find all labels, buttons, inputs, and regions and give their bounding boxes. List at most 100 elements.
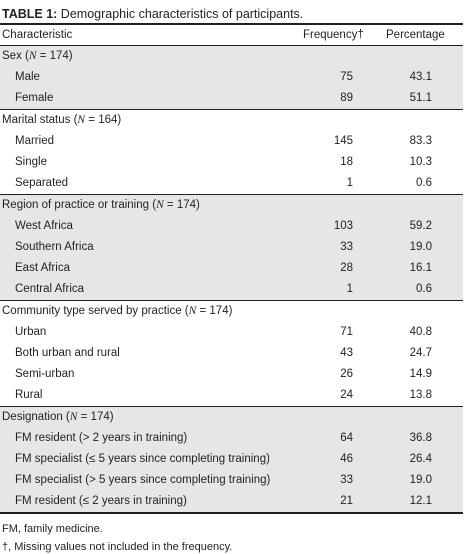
row-frequency: 43 — [340, 347, 353, 359]
table-row: Semi-urban 26 14.9 — [0, 364, 463, 385]
row-label: Rural — [15, 389, 43, 401]
row-frequency: 33 — [340, 474, 353, 486]
bottom-rule — [0, 512, 463, 514]
row-percentage: 83.3 — [409, 135, 432, 147]
section-title-count: = 174) — [36, 50, 73, 62]
row-label: Single — [15, 156, 47, 168]
section-title-n: N — [28, 50, 37, 62]
header-characteristic: Characteristic — [2, 29, 73, 41]
row-frequency: 28 — [340, 262, 353, 274]
section-title-n: N — [77, 114, 86, 126]
header-percentage: Percentage — [386, 29, 445, 41]
row-frequency: 24 — [340, 389, 353, 401]
section-row: Region of practice or training (N = 174) — [0, 194, 463, 216]
row-label: Semi-urban — [15, 368, 75, 380]
section-title-n: N — [69, 411, 78, 423]
row-label: FM resident (≤ 2 years in training) — [15, 495, 187, 507]
section-row: Sex (N = 174) — [0, 46, 463, 67]
table-row: Both urban and rural 43 24.7 — [0, 343, 463, 364]
table-header: Characteristic Frequency† Percentage — [0, 25, 463, 45]
table-caption-text: Demographic characteristics of participa… — [57, 7, 304, 21]
row-percentage: 40.8 — [409, 326, 432, 338]
row-label: Urban — [15, 326, 47, 338]
table-caption: TABLE 1: Demographic characteristics of … — [2, 6, 303, 22]
row-label: FM resident (> 2 years in training) — [15, 432, 188, 444]
row-frequency: 89 — [340, 92, 353, 104]
row-percentage: 16.1 — [409, 262, 432, 274]
row-frequency: 46 — [340, 453, 353, 465]
table-row: Female 89 51.1 — [0, 88, 463, 109]
row-percentage: 12.1 — [409, 495, 432, 507]
table-row: East Africa 28 16.1 — [0, 258, 463, 279]
row-frequency: 75 — [340, 71, 353, 83]
table-row: FM resident (> 2 years in training) 64 36.… — [0, 428, 463, 449]
row-frequency: 1 — [346, 177, 353, 189]
row-label: FM specialist (≤ 5 years since completin… — [15, 453, 270, 465]
section-title-n: N — [156, 199, 164, 211]
section-title-text: Community type served by practice ( — [2, 305, 189, 317]
row-percentage: 24.7 — [409, 347, 432, 359]
header-frequency: Frequency† — [303, 29, 364, 41]
section-row: Community type served by practice (N = 1… — [0, 300, 463, 322]
table-row: Separated 1 0.6 — [0, 173, 463, 194]
table-row: Urban 71 40.8 — [0, 322, 463, 343]
section-title-text: Region of practice or training ( — [2, 199, 157, 211]
row-label: FM specialist (> 5 years since completin… — [15, 474, 271, 486]
section-title: Designation (N = 174) — [2, 407, 114, 428]
section-title-count: = 164) — [85, 114, 122, 126]
row-percentage: 59.2 — [409, 220, 432, 232]
top-rule — [0, 23, 463, 25]
table-row: FM specialist (≤ 5 years since completin… — [0, 449, 463, 470]
section-title: Region of practice or training (N = 174) — [2, 195, 200, 216]
section-title-n: N — [188, 305, 197, 317]
row-frequency: 18 — [340, 156, 353, 168]
section-title-text: Marital status ( — [2, 114, 78, 126]
row-label: Married — [15, 135, 54, 147]
table-row: FM specialist (> 5 years since completin… — [0, 470, 463, 491]
row-percentage: 13.8 — [409, 389, 432, 401]
table-row: West Africa 103 59.2 — [0, 216, 463, 237]
section-row: Designation (N = 174) — [0, 406, 463, 428]
footnote-abbreviation: FM, family medicine. — [2, 523, 103, 535]
table-row: Southern Africa 33 19.0 — [0, 237, 463, 258]
row-label: Central Africa — [15, 283, 85, 295]
table-body: Sex (N = 174) Male 75 43.1 Female 89 51.1 Marit… — [0, 46, 463, 512]
section-title: Sex (N = 174) — [2, 46, 73, 67]
section-title-count: = 174) — [163, 199, 200, 211]
row-frequency: 71 — [340, 326, 353, 338]
table-row: Single 18 10.3 — [0, 152, 463, 173]
row-percentage: 0.6 — [416, 283, 432, 295]
section-title-count: = 174) — [196, 305, 233, 317]
row-label: Male — [15, 71, 40, 83]
section-title-text: Sex ( — [2, 50, 29, 62]
row-percentage: 36.8 — [409, 432, 432, 444]
row-frequency: 1 — [346, 283, 353, 295]
section-title-text: Designation ( — [2, 411, 70, 423]
section-title: Marital status (N = 164) — [2, 110, 121, 131]
row-label: Separated — [15, 177, 69, 189]
table-row: FM resident (≤ 2 years in training) 21 12.… — [0, 491, 463, 512]
section-row: Marital status (N = 164) — [0, 109, 463, 131]
table-caption-label: TABLE 1: — [2, 7, 58, 21]
row-percentage: 14.9 — [409, 368, 432, 380]
row-frequency: 21 — [340, 495, 353, 507]
row-label: Female — [15, 92, 54, 104]
row-frequency: 26 — [340, 368, 353, 380]
row-frequency: 103 — [333, 220, 353, 232]
row-percentage: 19.0 — [409, 474, 432, 486]
row-frequency: 64 — [340, 432, 353, 444]
row-percentage: 19.0 — [409, 241, 432, 253]
section-title: Community type served by practice (N = 1… — [2, 301, 232, 322]
header-rule — [0, 45, 463, 46]
table-row: Married 145 83.3 — [0, 131, 463, 152]
row-label: Both urban and rural — [15, 347, 120, 359]
row-label: Southern Africa — [15, 241, 94, 253]
row-percentage: 10.3 — [409, 156, 432, 168]
row-percentage: 51.1 — [409, 92, 432, 104]
row-frequency: 33 — [340, 241, 353, 253]
footnote-dagger: †, Missing values not included in the fr… — [2, 541, 233, 553]
row-label: East Africa — [15, 262, 70, 274]
table-row: Central Africa 1 0.6 — [0, 279, 463, 300]
row-frequency: 145 — [333, 135, 353, 147]
